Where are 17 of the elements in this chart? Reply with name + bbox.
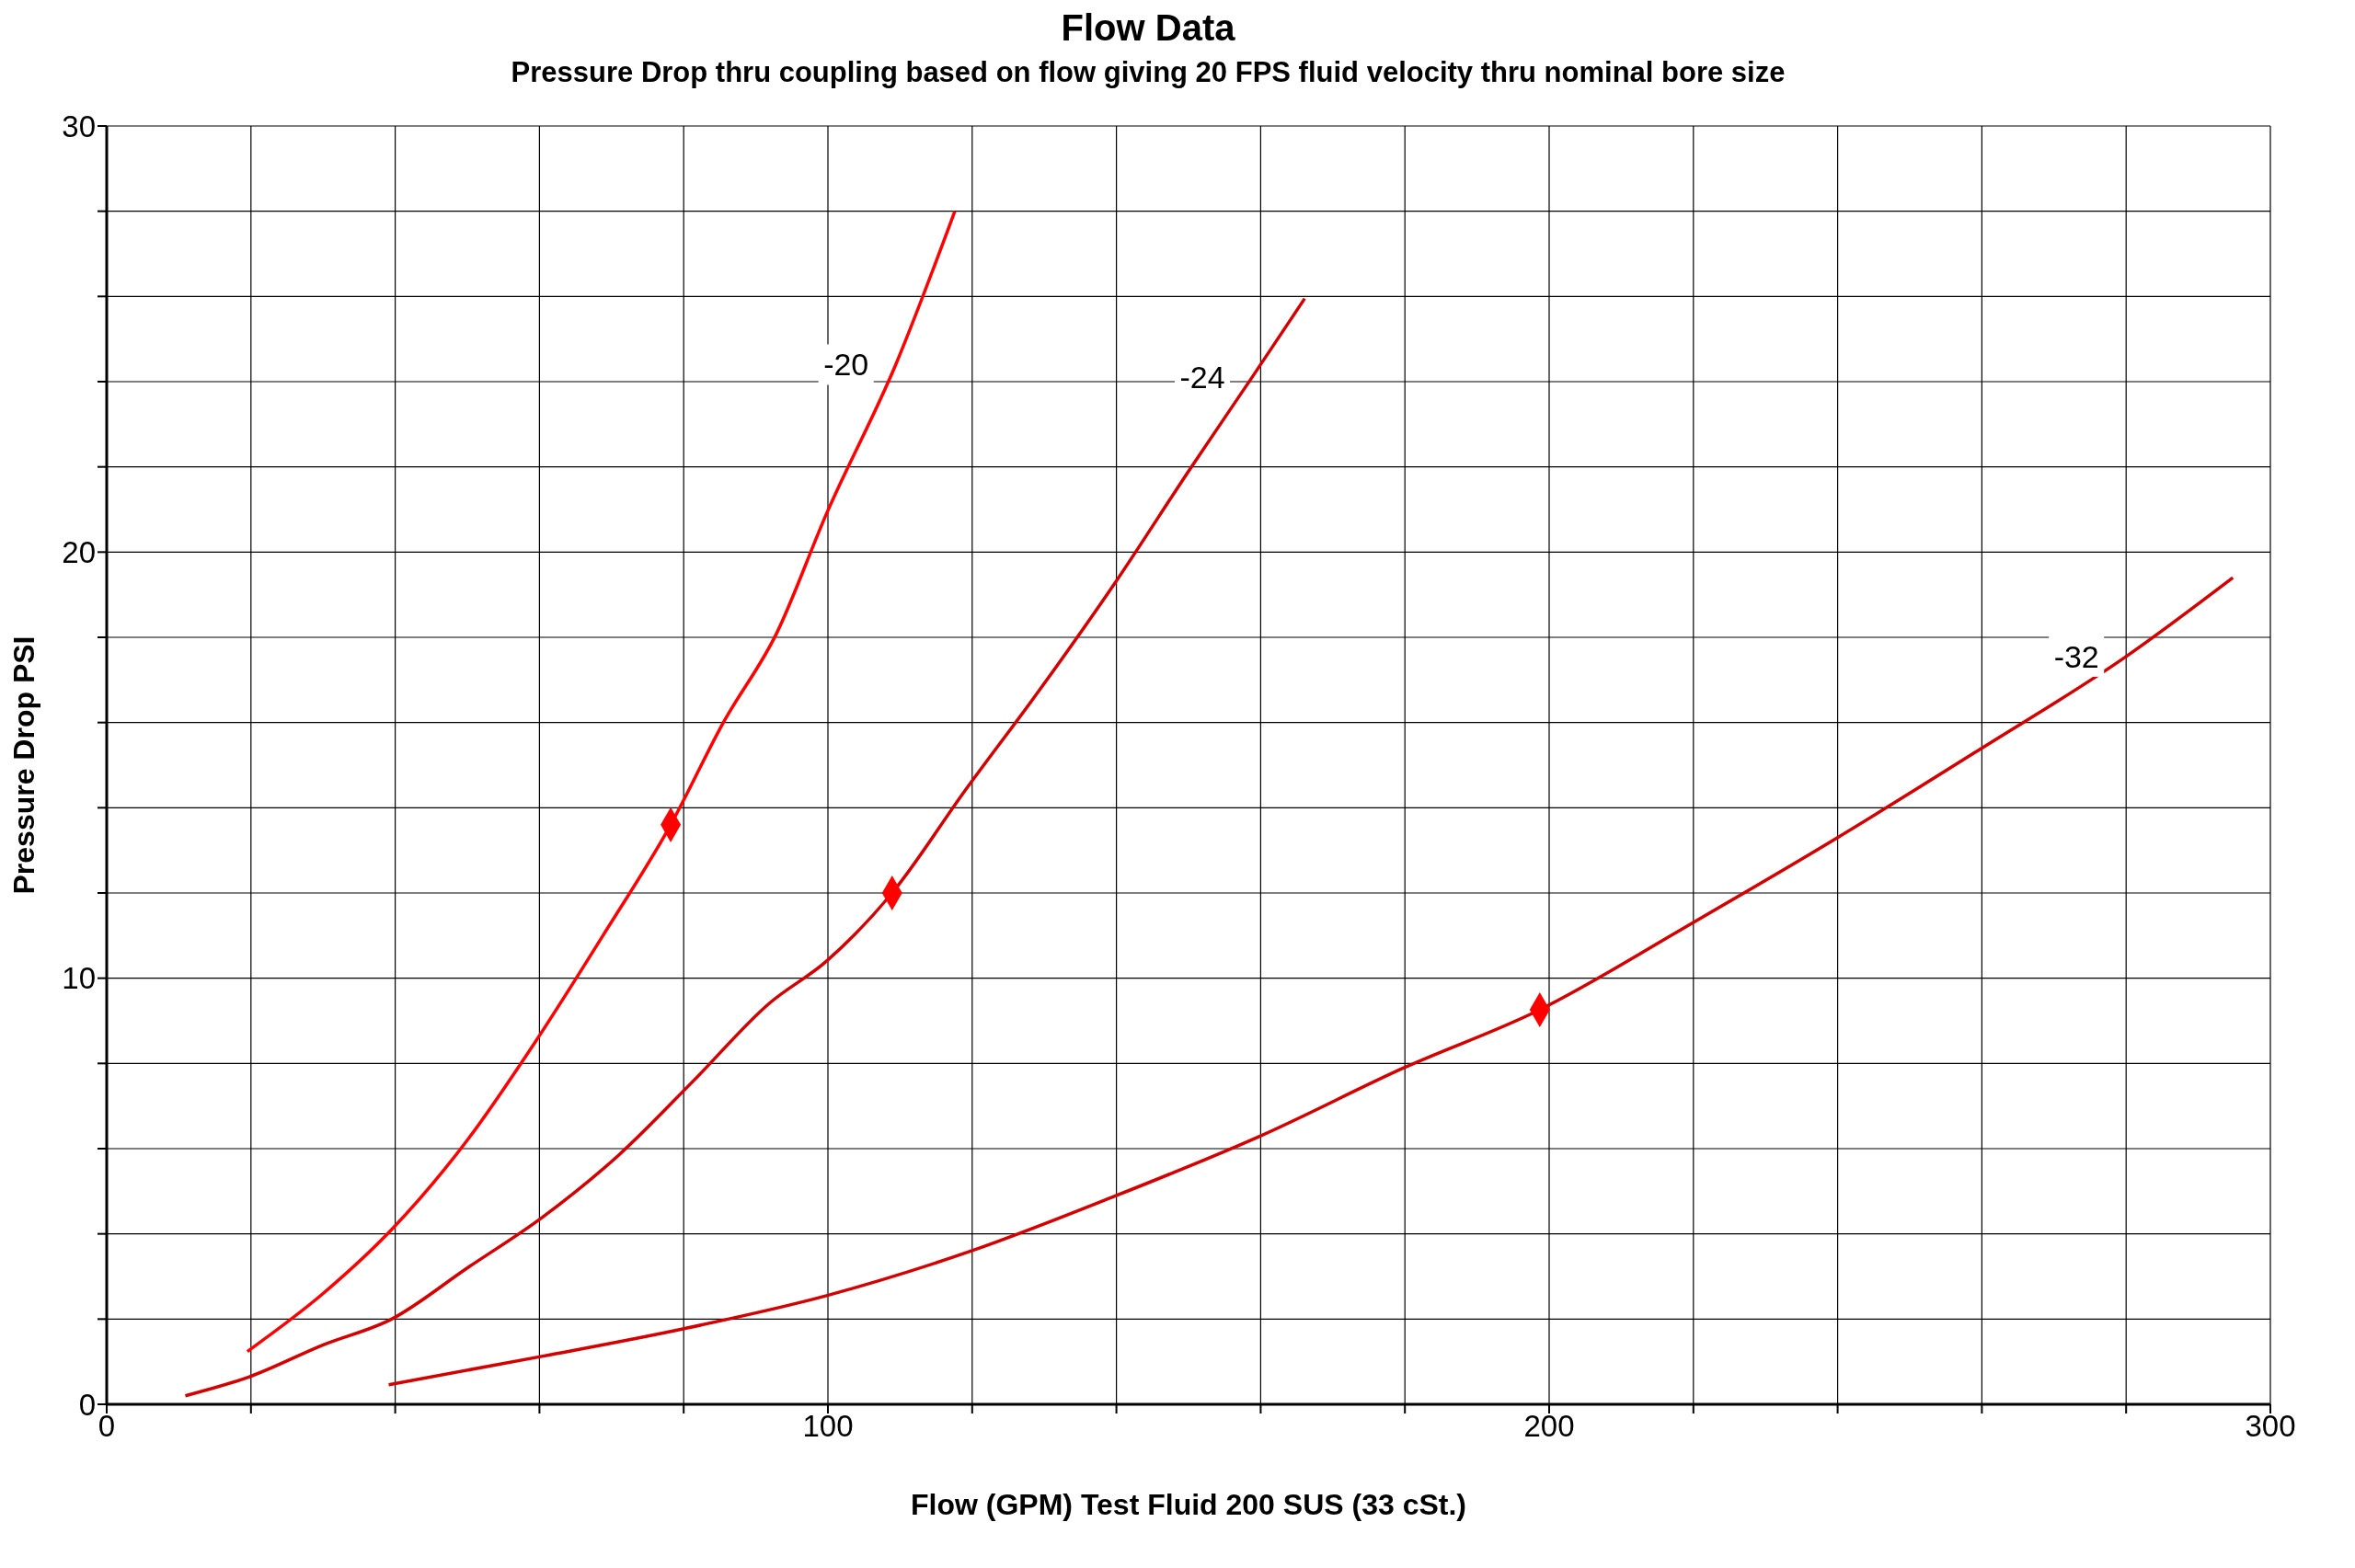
series-label: -20 xyxy=(823,347,869,383)
line-series xyxy=(183,296,1306,1398)
series-label: -32 xyxy=(2053,638,2099,674)
line-series xyxy=(386,576,2234,1387)
chart-subtitle: Pressure Drop thru coupling based on flow giving 20 FPS fluid velocity thru nominal bore size xyxy=(510,56,1786,89)
y-tick-label: 10 xyxy=(62,961,96,996)
y-axis-title: Pressure Drop PSI xyxy=(7,635,41,895)
chart-title: Flow Data xyxy=(1060,7,1236,49)
line-series xyxy=(246,209,957,1354)
y-tick-label: 20 xyxy=(62,535,96,570)
x-tick-label: 100 xyxy=(802,1409,854,1444)
y-tick-label: 30 xyxy=(62,109,96,143)
series-label: -24 xyxy=(1179,360,1225,395)
x-tick-label: 200 xyxy=(1523,1409,1575,1444)
x-axis-title: Flow (GPM) Test Fluid 200 SUS (33 cSt.) xyxy=(911,1488,1466,1521)
x-tick-label: 300 xyxy=(2245,1409,2296,1444)
y-tick-label: 0 xyxy=(78,1387,96,1422)
